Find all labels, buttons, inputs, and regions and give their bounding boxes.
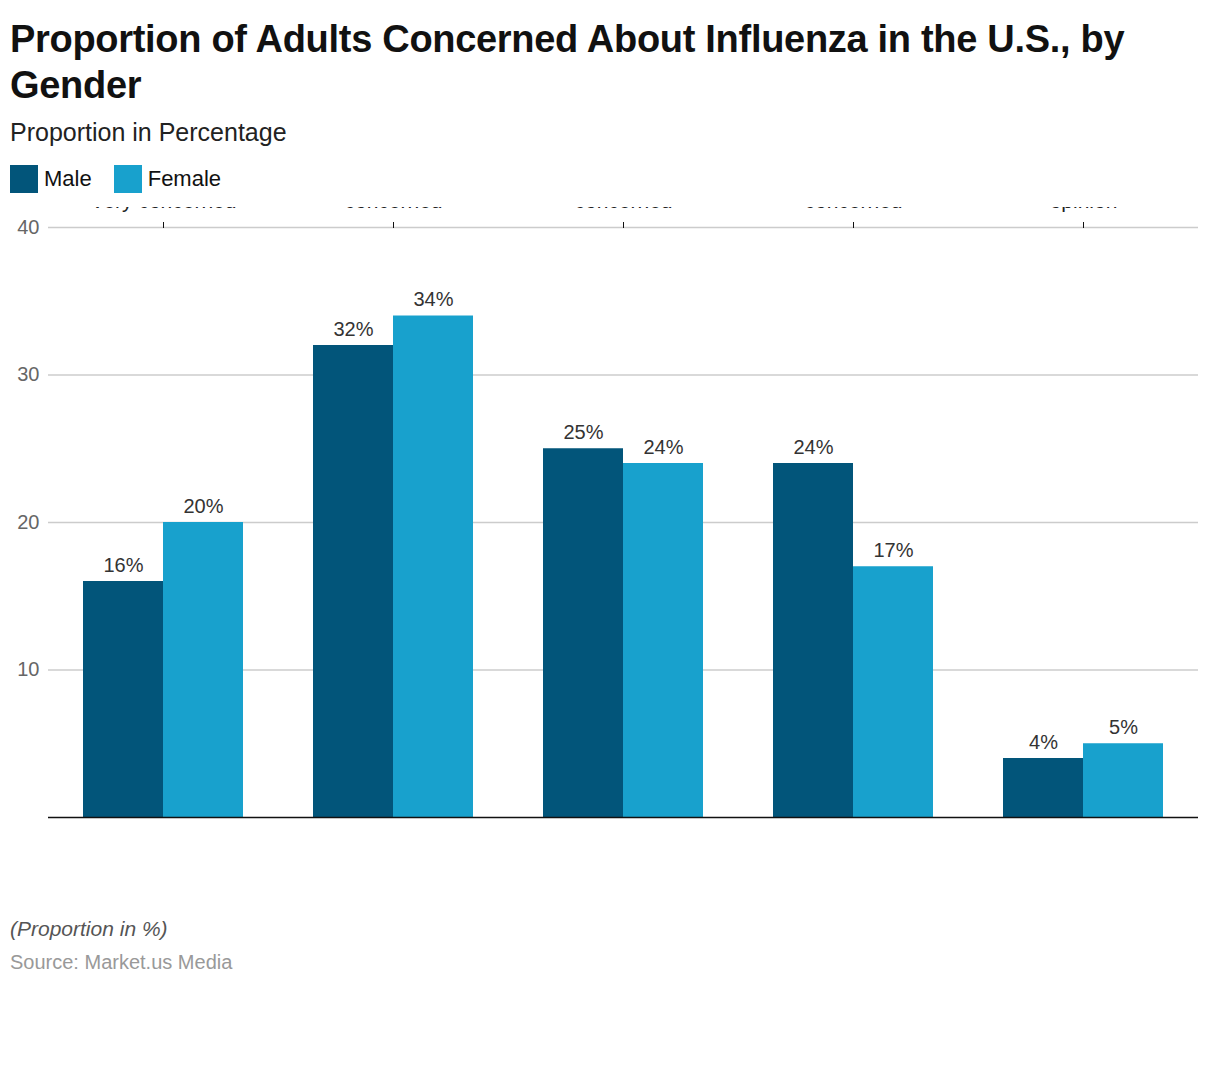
svg-text:20: 20	[17, 511, 39, 533]
svg-text:32%: 32%	[333, 318, 373, 340]
svg-text:24%: 24%	[643, 436, 683, 458]
svg-text:Not veryconcerned: Not veryconcerned	[574, 207, 672, 212]
svg-text:5%: 5%	[1109, 716, 1138, 738]
html-text:Male: Male	[44, 166, 92, 191]
svg-text:4%: 4%	[1029, 731, 1058, 753]
svg-text:30: 30	[17, 363, 39, 385]
html-text:Female: Female	[147, 166, 221, 191]
html-text:Source: Market.us Media: Source: Market.us Media	[10, 951, 233, 973]
svg-text:40: 40	[17, 216, 39, 238]
svg-text:Don't know/ noopinion: Don't know/ noopinion	[1014, 207, 1152, 212]
svg-text:20%: 20%	[183, 495, 223, 517]
svg-text:24%: 24%	[793, 436, 833, 458]
svg-text:16%: 16%	[103, 554, 143, 576]
svg-text:34%: 34%	[413, 288, 453, 310]
html-text:Proportion in Percentage: Proportion in Percentage	[10, 118, 287, 146]
html-text:Proportion of Adults Concerned: Proportion of Adults Concerned About Inf…	[10, 18, 1125, 106]
svg-text:Somewhatconcerned: Somewhatconcerned	[344, 207, 443, 212]
html-text:(Proportion in %): (Proportion in %)	[10, 917, 168, 940]
svg-text:Not at allconcerned: Not at allconcerned	[804, 207, 902, 212]
svg-text:10: 10	[17, 658, 39, 680]
svg-text:Very concerned: Very concerned	[91, 207, 237, 212]
svg-text:25%: 25%	[563, 421, 603, 443]
svg-text:17%: 17%	[873, 539, 913, 561]
